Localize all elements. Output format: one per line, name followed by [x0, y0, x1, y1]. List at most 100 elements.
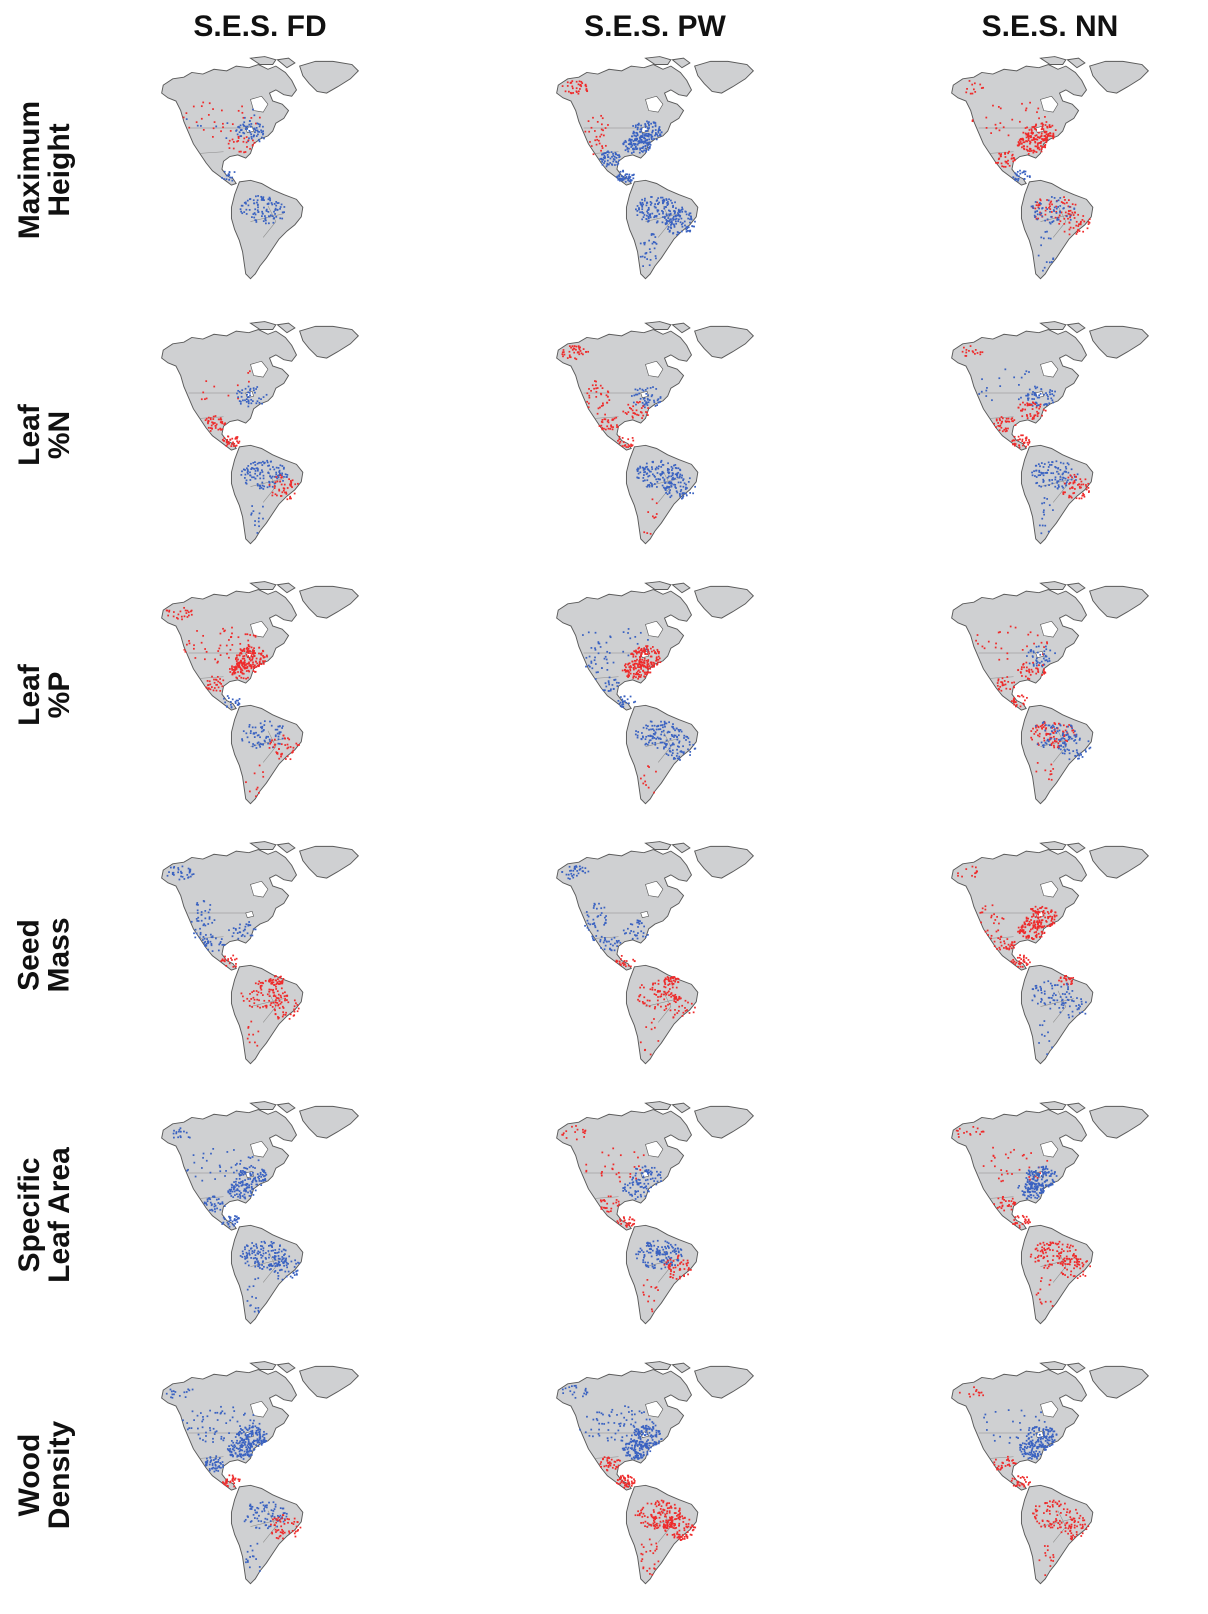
negative-ses-point	[658, 213, 661, 215]
positive-ses-point	[648, 652, 651, 655]
negative-ses-point	[240, 129, 243, 131]
positive-ses-point	[172, 615, 175, 618]
negative-ses-point	[1039, 653, 1042, 656]
negative-ses-point	[667, 754, 670, 757]
positive-ses-point	[575, 80, 578, 83]
positive-ses-point	[219, 427, 222, 430]
negative-ses-point	[1016, 174, 1019, 177]
negative-ses-point	[606, 154, 609, 156]
negative-ses-point	[1071, 990, 1074, 992]
positive-ses-point	[237, 636, 240, 639]
positive-ses-point	[239, 648, 242, 651]
positive-ses-point	[1034, 911, 1037, 914]
negative-ses-point	[570, 872, 573, 875]
positive-ses-point	[1006, 947, 1008, 950]
positive-ses-point	[984, 908, 987, 911]
negative-ses-point	[629, 932, 631, 935]
negative-ses-point	[650, 135, 653, 138]
negative-ses-point	[205, 1159, 208, 1162]
negative-ses-point	[678, 730, 681, 733]
negative-ses-point	[655, 243, 658, 245]
negative-ses-point	[202, 1152, 205, 1155]
positive-ses-point	[655, 513, 658, 515]
negative-ses-point	[645, 204, 648, 207]
negative-ses-point	[662, 216, 664, 218]
positive-ses-point	[1026, 404, 1029, 407]
positive-ses-point	[1037, 913, 1040, 916]
positive-ses-point	[991, 904, 994, 907]
positive-ses-point	[1021, 924, 1024, 927]
positive-ses-point	[1040, 923, 1042, 925]
negative-ses-point	[567, 873, 570, 876]
negative-ses-point	[642, 216, 645, 218]
negative-ses-point	[621, 175, 623, 177]
negative-ses-point	[652, 233, 655, 236]
positive-ses-point	[249, 652, 251, 654]
negative-ses-point	[1047, 530, 1050, 533]
negative-ses-point	[985, 389, 988, 392]
negative-ses-point	[605, 919, 607, 921]
positive-ses-point	[569, 91, 572, 94]
negative-ses-point	[239, 208, 242, 211]
positive-ses-point	[213, 687, 216, 689]
negative-ses-point	[1039, 474, 1042, 477]
positive-ses-point	[1003, 947, 1005, 949]
negative-ses-point	[606, 162, 609, 165]
negative-ses-point	[1055, 200, 1058, 203]
positive-ses-point	[1007, 134, 1010, 137]
negative-ses-point	[211, 935, 214, 938]
positive-ses-point	[995, 930, 998, 933]
negative-ses-point	[199, 931, 202, 934]
positive-ses-point	[574, 357, 576, 360]
country-border	[1052, 470, 1067, 503]
negative-ses-point	[635, 139, 637, 142]
positive-ses-point	[1010, 700, 1013, 702]
negative-ses-point	[1062, 462, 1065, 465]
negative-ses-point	[630, 141, 633, 144]
positive-ses-point	[1012, 958, 1015, 961]
negative-ses-point	[648, 739, 651, 742]
positive-ses-point	[271, 491, 274, 494]
negative-ses-point	[676, 736, 678, 738]
positive-ses-point	[1025, 414, 1028, 416]
positive-ses-point	[1034, 910, 1037, 912]
negative-ses-point	[634, 146, 637, 149]
negative-ses-point	[694, 220, 696, 223]
negative-ses-point	[1028, 176, 1031, 178]
negative-ses-point	[267, 464, 269, 467]
north-america-landmass	[161, 1109, 298, 1231]
positive-ses-point	[580, 80, 583, 83]
negative-ses-point	[210, 942, 213, 945]
positive-ses-point	[221, 428, 224, 431]
negative-ses-point	[1043, 266, 1046, 269]
negative-ses-point	[657, 737, 660, 740]
positive-ses-point	[207, 684, 210, 686]
positive-ses-point	[1023, 961, 1026, 964]
negative-ses-point	[647, 206, 650, 209]
positive-ses-point	[245, 136, 248, 138]
negative-ses-point	[1050, 730, 1053, 733]
negative-ses-point	[1040, 485, 1042, 488]
positive-ses-point	[277, 1004, 280, 1007]
negative-ses-point	[677, 471, 680, 474]
positive-ses-point	[1045, 137, 1047, 140]
negative-ses-point	[235, 1169, 238, 1172]
positive-ses-point	[656, 991, 659, 993]
positive-ses-point	[971, 83, 974, 86]
negative-ses-point	[651, 233, 654, 235]
negative-ses-point	[617, 939, 620, 942]
positive-ses-point	[1029, 415, 1032, 417]
positive-ses-point	[1012, 961, 1014, 964]
negative-ses-point	[654, 405, 657, 407]
positive-ses-point	[272, 1001, 275, 1004]
negative-ses-point	[594, 648, 597, 651]
positive-ses-point	[276, 752, 278, 755]
positive-ses-point	[1019, 705, 1022, 708]
positive-ses-point	[598, 425, 601, 427]
positive-ses-point	[640, 668, 642, 670]
negative-ses-point	[599, 914, 602, 916]
positive-ses-point	[1020, 930, 1023, 932]
negative-ses-point	[602, 941, 605, 944]
positive-ses-point	[674, 1001, 677, 1003]
negative-ses-point	[634, 635, 637, 638]
